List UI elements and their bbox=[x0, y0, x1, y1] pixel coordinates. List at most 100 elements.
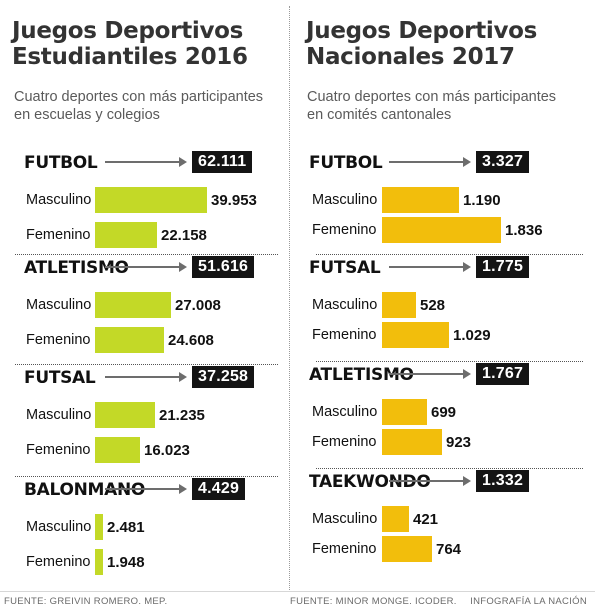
arrow-line bbox=[105, 157, 187, 167]
sport-total: 62.111 bbox=[192, 151, 253, 173]
bar-label: Masculino bbox=[312, 297, 378, 313]
sport-group: FUTBOL 62.111 Masculino 39.953 Femenino 22.15… bbox=[0, 150, 290, 255]
bar-femenino bbox=[382, 429, 442, 455]
bar-femenino bbox=[95, 222, 157, 248]
bar-masculino bbox=[382, 506, 409, 532]
bar-label: Femenino bbox=[312, 434, 377, 450]
sport-header: TAEKWONDO 1.332 bbox=[301, 469, 595, 495]
panel-title: Juegos Deportivos Estudiantiles 2016 bbox=[12, 18, 248, 70]
bar-row: Femenino 764 bbox=[301, 536, 595, 562]
bar-label: Femenino bbox=[26, 554, 91, 570]
bar-value: 24.608 bbox=[168, 332, 214, 349]
sport-header: BALONMANO 4.429 bbox=[0, 477, 290, 503]
bar-masculino bbox=[95, 292, 171, 318]
sport-total: 1.332 bbox=[476, 470, 530, 492]
bar-value: 2.481 bbox=[107, 519, 145, 536]
bar-label: Femenino bbox=[312, 541, 377, 557]
bar-value: 1.190 bbox=[463, 192, 501, 209]
sport-group: FUTSAL 1.775 Masculino 528 Femenino 1.029 bbox=[301, 255, 595, 362]
arrow-line bbox=[389, 369, 471, 379]
sport-name: BALONMANO bbox=[24, 480, 146, 500]
bar-value: 16.023 bbox=[144, 442, 190, 459]
bar-row: Femenino 1.836 bbox=[301, 217, 595, 243]
sport-group: ATLETISMO 51.616 Masculino 27.008 Femenino 24… bbox=[0, 255, 290, 365]
arrow-head-icon bbox=[179, 262, 187, 272]
credit-note: INFOGRAFÍA LA NACIÓN bbox=[470, 596, 587, 607]
bar-masculino bbox=[95, 402, 155, 428]
sport-separator bbox=[15, 476, 278, 477]
bar-row: Masculino 2.481 bbox=[0, 514, 290, 540]
bar-row: Femenino 1.029 bbox=[301, 322, 595, 348]
bar-label: Masculino bbox=[26, 407, 92, 423]
sport-name: TAEKWONDO bbox=[309, 472, 431, 492]
bar-label: Femenino bbox=[312, 222, 377, 238]
sport-name: FUTSAL bbox=[309, 258, 381, 278]
sport-header: FUTBOL 3.327 bbox=[301, 150, 595, 176]
bar-row: Femenino 22.158 bbox=[0, 222, 290, 248]
sport-name: FUTBOL bbox=[309, 153, 383, 173]
bar-value: 27.008 bbox=[175, 297, 221, 314]
bar-femenino bbox=[382, 322, 449, 348]
panel-divider bbox=[289, 6, 290, 590]
arrow-line bbox=[105, 372, 187, 382]
sport-total: 1.775 bbox=[476, 256, 530, 278]
bar-value: 22.158 bbox=[161, 227, 207, 244]
sport-group: FUTSAL 37.258 Masculino 21.235 Femenino 16.02… bbox=[0, 365, 290, 477]
bar-value: 528 bbox=[420, 297, 446, 314]
bar-masculino bbox=[95, 187, 207, 213]
bar-masculino bbox=[382, 187, 459, 213]
bar-label: Femenino bbox=[312, 327, 377, 343]
sport-name: ATLETISMO bbox=[309, 365, 414, 385]
bar-value: 1.836 bbox=[505, 222, 543, 239]
bar-row: Masculino 528 bbox=[301, 292, 595, 318]
sport-group: FUTBOL 3.327 Masculino 1.190 Femenino 1.836 bbox=[301, 150, 595, 255]
bar-row: Masculino 39.953 bbox=[0, 187, 290, 213]
bar-row: Femenino 16.023 bbox=[0, 437, 290, 463]
bar-row: Masculino 21.235 bbox=[0, 402, 290, 428]
sport-total: 51.616 bbox=[192, 256, 255, 278]
panel-subtitle: Cuatro deportes con más participantes en… bbox=[307, 89, 557, 123]
arrow-line bbox=[389, 157, 471, 167]
bar-value: 699 bbox=[431, 404, 457, 421]
panel-title: Juegos Deportivos Nacionales 2017 bbox=[306, 18, 538, 70]
panel-nacionales: Juegos Deportivos Nacionales 2017 Cuatro… bbox=[301, 0, 595, 595]
bar-femenino bbox=[95, 549, 103, 575]
bar-label: Masculino bbox=[26, 519, 92, 535]
bar-row: Femenino 24.608 bbox=[0, 327, 290, 353]
arrow-head-icon bbox=[179, 157, 187, 167]
arrow-line bbox=[389, 262, 471, 272]
sport-group: TAEKWONDO 1.332 Masculino 421 Femenino 764 bbox=[301, 469, 595, 576]
sport-group: ATLETISMO 1.767 Masculino 699 Femenino 923 bbox=[301, 362, 595, 469]
sport-header: FUTSAL 1.775 bbox=[301, 255, 595, 281]
bar-label: Masculino bbox=[312, 404, 378, 420]
arrow-line bbox=[389, 476, 471, 486]
bar-femenino bbox=[382, 217, 501, 243]
bar-value: 1.029 bbox=[453, 327, 491, 344]
bar-value: 21.235 bbox=[159, 407, 205, 424]
sport-separator bbox=[316, 468, 583, 469]
sport-header: FUTBOL 62.111 bbox=[0, 150, 290, 176]
sport-total: 3.327 bbox=[476, 151, 530, 173]
sport-group: BALONMANO 4.429 Masculino 2.481 Femenino 1.94… bbox=[0, 477, 290, 589]
sport-name: ATLETISMO bbox=[24, 258, 129, 278]
sport-separator bbox=[15, 254, 278, 255]
bar-femenino bbox=[382, 536, 432, 562]
sport-separator bbox=[316, 254, 583, 255]
sport-total: 37.258 bbox=[192, 366, 255, 388]
source-note-right: FUENTE: MINOR MONGE. ICODER. bbox=[290, 596, 457, 607]
bar-label: Masculino bbox=[26, 297, 92, 313]
bar-row: Femenino 923 bbox=[301, 429, 595, 455]
sport-total: 4.429 bbox=[192, 478, 246, 500]
bar-value: 1.948 bbox=[107, 554, 145, 571]
sport-header: ATLETISMO 51.616 bbox=[0, 255, 290, 281]
arrow-head-icon bbox=[463, 476, 471, 486]
sport-separator bbox=[316, 361, 583, 362]
bar-value: 923 bbox=[446, 434, 472, 451]
arrow-line bbox=[105, 262, 187, 272]
footer-rule bbox=[0, 591, 595, 592]
arrow-head-icon bbox=[463, 369, 471, 379]
bar-label: Femenino bbox=[26, 227, 91, 243]
panel-estudiantiles: Juegos Deportivos Estudiantiles 2016 Cua… bbox=[0, 0, 290, 595]
source-note-left: FUENTE: GREIVIN ROMERO. MEP. bbox=[4, 596, 168, 607]
arrow-head-icon bbox=[463, 157, 471, 167]
